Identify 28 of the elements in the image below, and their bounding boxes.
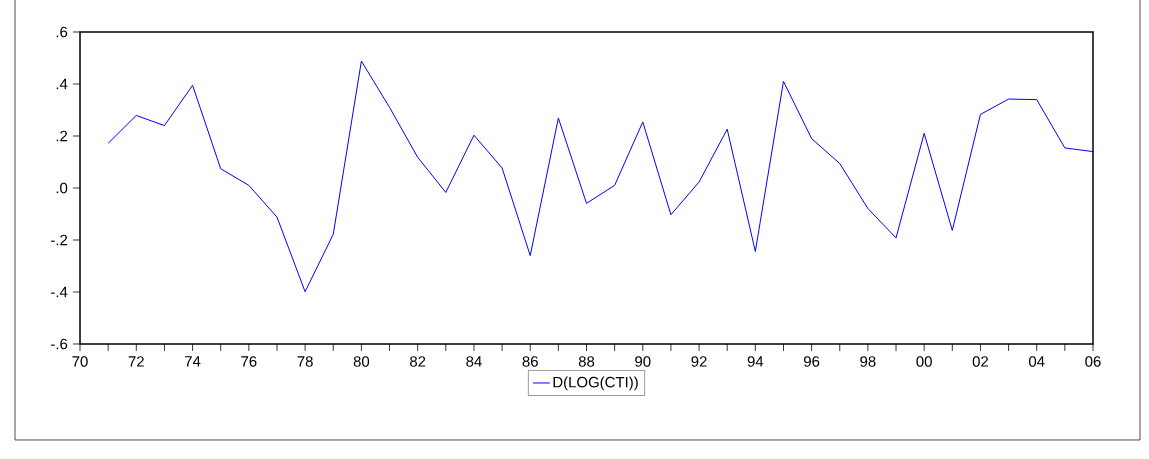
x-tick-label: 78	[297, 356, 313, 367]
x-tick-label: 84	[466, 356, 482, 367]
x-tick-label: 94	[747, 356, 764, 367]
x-tick-label: 96	[804, 356, 820, 367]
x-tick-label: 98	[860, 356, 876, 367]
y-tick-label: .6	[56, 26, 68, 38]
x-tick-label: 88	[578, 356, 595, 367]
x-tick-label: 80	[353, 356, 370, 367]
x-tick-label: 82	[410, 356, 426, 367]
legend-label: D(LOG(CTI))	[553, 376, 638, 391]
x-tick-label: 76	[241, 356, 257, 367]
x-tick-label: 72	[128, 356, 144, 367]
y-tick-label: .2	[56, 130, 68, 142]
x-tick-label: 70	[72, 356, 88, 367]
x-tick-label: 90	[635, 356, 651, 367]
x-tick-label: 92	[691, 356, 707, 367]
x-tick-label: 74	[185, 356, 201, 367]
y-tick-label: -.6	[51, 338, 68, 350]
x-tick-label: 02	[972, 356, 988, 367]
x-tick-label: 06	[1085, 356, 1101, 367]
x-tick-label: 04	[1028, 356, 1045, 367]
x-tick-label: 00	[916, 356, 932, 367]
y-tick-label: -.2	[51, 234, 68, 246]
y-tick-label: .4	[56, 78, 68, 90]
line-series	[107, 60, 1093, 293]
x-tick-label: 86	[522, 356, 538, 367]
y-tick-label: -.4	[51, 286, 68, 298]
y-tick-label: .0	[56, 182, 68, 194]
